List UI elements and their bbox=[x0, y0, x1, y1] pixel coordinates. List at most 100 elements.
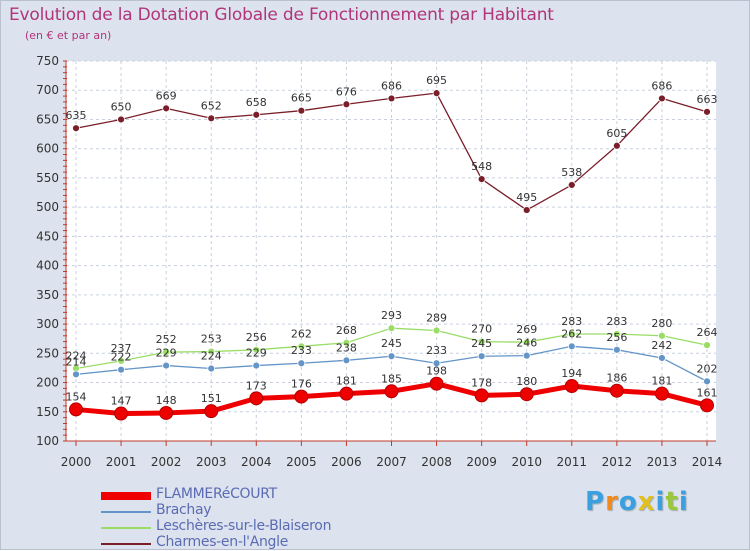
data-label: 181 bbox=[651, 375, 672, 388]
data-point bbox=[342, 338, 351, 347]
data-point bbox=[387, 324, 396, 333]
chart-subtitle: (en € et par an) bbox=[25, 29, 112, 42]
data-label: 229 bbox=[156, 347, 177, 360]
data-label: 154 bbox=[66, 390, 87, 403]
x-tick-label: 2004 bbox=[241, 455, 272, 469]
data-label: 252 bbox=[156, 333, 177, 346]
x-tick-label: 2008 bbox=[421, 455, 452, 469]
data-label: 178 bbox=[471, 376, 492, 389]
y-tick-label: 500 bbox=[36, 200, 59, 214]
data-label: 283 bbox=[561, 315, 582, 328]
x-tick-label: 2013 bbox=[647, 455, 678, 469]
data-point bbox=[297, 342, 306, 351]
data-label: 222 bbox=[111, 351, 132, 364]
data-point bbox=[612, 330, 621, 338]
data-label: 652 bbox=[201, 99, 222, 112]
y-tick-label: 300 bbox=[36, 317, 59, 331]
data-label: 198 bbox=[426, 365, 447, 378]
logo-letter: x bbox=[637, 487, 656, 517]
logo-letter: o bbox=[618, 487, 638, 517]
y-tick-label: 400 bbox=[36, 259, 59, 273]
data-label: 283 bbox=[606, 315, 627, 328]
legend-label: Charmes-en-l'Angle bbox=[156, 534, 289, 550]
data-point bbox=[477, 337, 486, 346]
x-tick-label: 2009 bbox=[466, 455, 497, 469]
x-tick-label: 2012 bbox=[602, 455, 633, 469]
data-label: 233 bbox=[426, 344, 447, 357]
data-label: 233 bbox=[291, 344, 312, 357]
data-point bbox=[387, 94, 396, 103]
x-tick-label: 2001 bbox=[106, 455, 137, 469]
data-point bbox=[159, 405, 174, 420]
data-label: 176 bbox=[291, 378, 312, 391]
data-point bbox=[117, 115, 125, 124]
data-point bbox=[249, 391, 264, 406]
data-point bbox=[477, 352, 486, 361]
y-tick-label: 700 bbox=[36, 83, 59, 97]
data-label: 262 bbox=[561, 327, 582, 340]
data-label: 237 bbox=[111, 342, 132, 355]
data-label: 246 bbox=[516, 337, 537, 350]
y-tick-label: 600 bbox=[36, 142, 59, 156]
data-label: 686 bbox=[381, 79, 402, 92]
x-tick-label: 2014 bbox=[692, 455, 723, 469]
data-label: 151 bbox=[201, 392, 222, 405]
logo-letter: i bbox=[678, 487, 689, 517]
data-point bbox=[567, 181, 576, 189]
plot-area bbox=[66, 61, 716, 441]
data-label: 256 bbox=[246, 331, 267, 344]
data-point bbox=[252, 110, 261, 119]
data-label: 256 bbox=[606, 331, 627, 344]
x-tick-label: 2000 bbox=[61, 455, 92, 469]
data-label: 202 bbox=[697, 362, 718, 375]
data-label: 245 bbox=[471, 337, 492, 350]
data-point bbox=[609, 383, 624, 398]
data-point bbox=[252, 361, 261, 370]
y-tick-label: 550 bbox=[36, 171, 59, 185]
data-point bbox=[519, 387, 534, 402]
x-tick-label: 2010 bbox=[511, 455, 542, 469]
data-label: 185 bbox=[381, 372, 402, 385]
data-point bbox=[72, 370, 80, 379]
data-point bbox=[204, 404, 219, 419]
proxiti-logo: Proxiti bbox=[585, 487, 689, 517]
legend-label: Leschères-sur-le-Blaiseron bbox=[156, 518, 332, 534]
x-tick-label: 2011 bbox=[557, 455, 588, 469]
data-point bbox=[252, 345, 261, 354]
data-label: 650 bbox=[111, 100, 132, 113]
data-point bbox=[658, 331, 666, 340]
data-label: 242 bbox=[651, 339, 672, 352]
data-label: 224 bbox=[66, 350, 87, 363]
data-point bbox=[567, 342, 576, 351]
legend-swatch bbox=[101, 511, 151, 513]
data-point bbox=[162, 361, 171, 370]
data-label: 663 bbox=[697, 93, 718, 106]
y-tick-label: 450 bbox=[36, 229, 59, 243]
logo-letter: P bbox=[585, 487, 606, 517]
data-label: 293 bbox=[381, 309, 402, 322]
data-label: 253 bbox=[201, 333, 222, 346]
data-point bbox=[567, 330, 576, 338]
data-point bbox=[703, 341, 711, 350]
legend-item: Brachay bbox=[101, 502, 421, 519]
logo-letter: r bbox=[605, 487, 619, 517]
data-point bbox=[522, 206, 531, 214]
logo-letter: t bbox=[665, 487, 679, 517]
data-label: 173 bbox=[246, 379, 267, 392]
x-tick-label: 2003 bbox=[196, 455, 227, 469]
data-label: 224 bbox=[201, 350, 222, 363]
data-label: 280 bbox=[651, 317, 672, 330]
data-point bbox=[612, 345, 621, 354]
data-label: 695 bbox=[426, 74, 447, 87]
data-label: 214 bbox=[66, 355, 87, 368]
data-label: 161 bbox=[697, 386, 718, 399]
data-point bbox=[429, 376, 444, 391]
data-point bbox=[297, 106, 306, 115]
data-label: 548 bbox=[471, 160, 492, 173]
data-point bbox=[432, 359, 441, 368]
data-point bbox=[432, 326, 441, 335]
data-label: 495 bbox=[516, 191, 537, 204]
x-tick-label: 2002 bbox=[151, 455, 182, 469]
